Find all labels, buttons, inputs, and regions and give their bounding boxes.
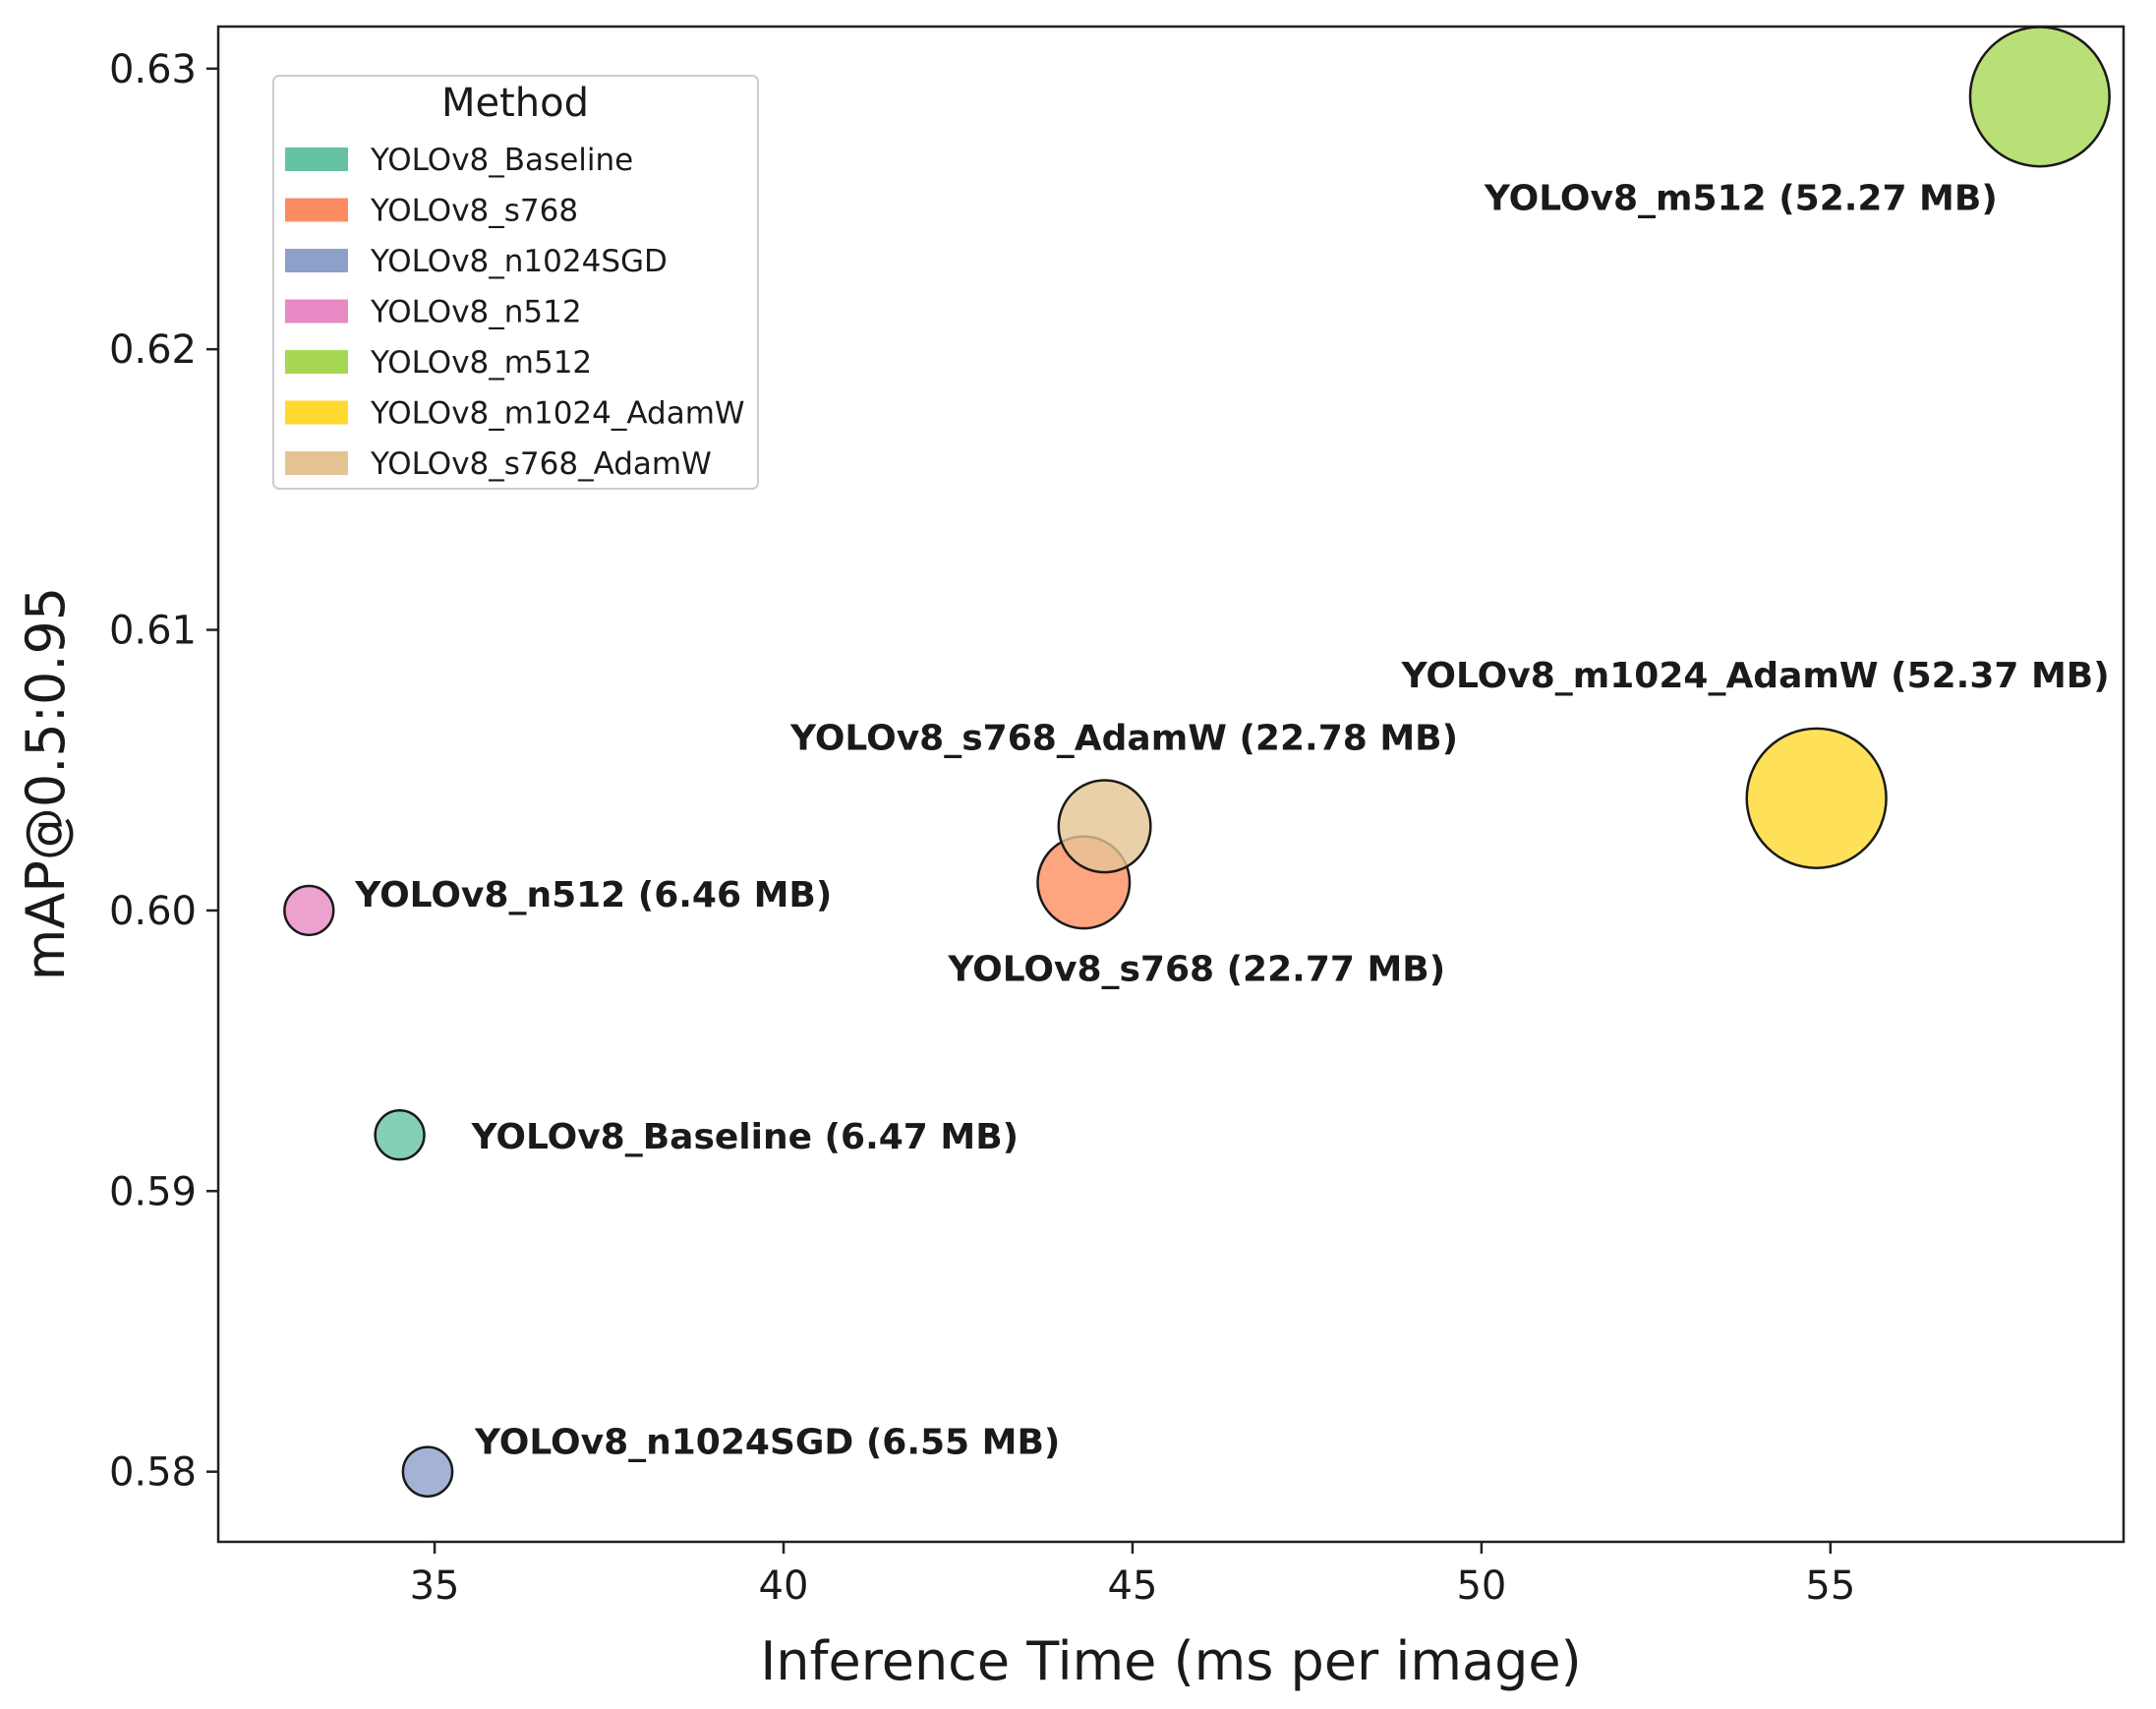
y-tick-label: 0.58 [109, 1450, 197, 1496]
legend-swatch [285, 198, 348, 222]
legend-title: Method [441, 81, 589, 126]
point-label-yolov8-n1024sgd: YOLOv8_n1024SGD (6.55 MB) [474, 1423, 1060, 1463]
y-tick-label: 0.63 [109, 47, 197, 92]
legend-swatch [285, 147, 348, 171]
legend-swatch [285, 451, 348, 475]
data-points [283, 26, 2111, 1498]
legend-entry-label: YOLOv8_n512 [370, 295, 582, 330]
legend: Method YOLOv8_BaselineYOLOv8_s768YOLOv8_… [272, 75, 759, 490]
x-axis-label: Inference Time (ms per image) [760, 1630, 1581, 1692]
point-yolov8-m1024-adamw [1745, 727, 1888, 869]
y-tick-label: 0.59 [109, 1169, 197, 1214]
y-tick-label: 0.62 [109, 327, 197, 373]
legend-entry-label: YOLOv8_n1024SGD [370, 244, 668, 279]
legend-box [272, 75, 759, 490]
point-yolov8-s768-adamw [1057, 779, 1152, 874]
x-tick-label: 55 [1805, 1563, 1855, 1609]
legend-swatch [285, 299, 348, 324]
x-axis-ticks: 35 40 45 50 55 [410, 1542, 1855, 1609]
point-label-yolov8-m1024-adamw: YOLOv8_m1024_AdamW (52.37 MB) [1401, 656, 2110, 696]
point-yolov8-n512 [283, 884, 335, 937]
y-axis-ticks: 0.58 0.59 0.60 0.61 0.62 0.63 [109, 47, 218, 1496]
point-yolov8-baseline [374, 1109, 426, 1161]
legend-swatch [285, 350, 348, 374]
x-tick-label: 45 [1108, 1563, 1158, 1609]
legend-entry-label: YOLOv8_s768_AdamW [370, 446, 712, 482]
y-tick-label: 0.60 [109, 889, 197, 934]
legend-entry-label: YOLOv8_m1024_AdamW [370, 396, 745, 432]
point-yolov8-n1024sgd [401, 1445, 454, 1498]
legend-entry-label: YOLOv8_Baseline [370, 143, 633, 178]
legend-swatch [285, 400, 348, 425]
point-label-yolov8-m512: YOLOv8_m512 (52.27 MB) [1484, 178, 1998, 218]
x-tick-label: 35 [410, 1563, 460, 1609]
point-label-yolov8-baseline: YOLOv8_Baseline (6.47 MB) [471, 1117, 1020, 1157]
legend-swatch [285, 249, 348, 272]
x-tick-label: 40 [759, 1563, 809, 1609]
legend-entry-label: YOLOv8_m512 [370, 345, 592, 381]
legend-entry-label: YOLOv8_s768 [370, 194, 578, 229]
legend-entries: YOLOv8_Baseline YOLOv8_s768 YOLOv8_n1024SG… [285, 143, 745, 482]
y-tick-label: 0.61 [109, 609, 197, 654]
point-label-yolov8-s768-adamw: YOLOv8_s768_AdamW (22.78 MB) [789, 718, 1458, 758]
x-tick-label: 50 [1456, 1563, 1506, 1609]
point-label-yolov8-s768: YOLOv8_s768 (22.77 MB) [947, 949, 1445, 989]
point-yolov8-m512 [1968, 26, 2111, 168]
y-axis-label: mAP@0.5:0.95 [15, 587, 77, 980]
point-label-yolov8-n512: YOLOv8_n512 (6.46 MB) [354, 875, 832, 915]
data-point-labels: YOLOv8_Baseline (6.47 MB) YOLOv8_s768 (22… [354, 178, 2109, 1462]
